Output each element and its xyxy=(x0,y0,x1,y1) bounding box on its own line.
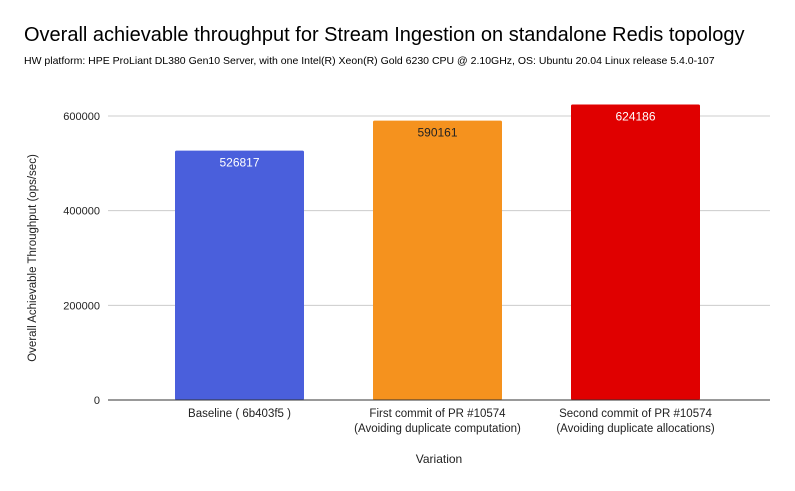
y-tick-label: 400000 xyxy=(63,206,100,218)
data-label: 526817 xyxy=(219,156,259,170)
y-tick-label: 600000 xyxy=(63,111,100,123)
y-tick-label: 200000 xyxy=(63,300,100,312)
y-tick-label: 0 xyxy=(94,395,100,407)
y-axis-title: Overall Achievable Throughput (ops/sec) xyxy=(27,154,39,362)
x-tick-label: Baseline ( 6b403f5 ) xyxy=(188,408,291,420)
x-tick-label: (Avoiding duplicate computation) xyxy=(354,423,521,435)
chart-subtitle: HW platform: HPE ProLiant DL380 Gen10 Se… xyxy=(24,55,715,67)
x-tick-label: (Avoiding duplicate allocations) xyxy=(556,423,714,435)
chart-title: Overall achievable throughput for Stream… xyxy=(24,24,745,46)
bar xyxy=(175,150,304,400)
x-tick-label: Second commit of PR #10574 xyxy=(559,408,712,420)
data-label: 590161 xyxy=(417,126,457,140)
x-tick-label: First commit of PR #10574 xyxy=(369,408,506,420)
bar xyxy=(373,120,502,400)
x-axis-title: Variation xyxy=(416,452,462,466)
data-label: 624186 xyxy=(615,110,655,124)
bar xyxy=(571,104,700,400)
